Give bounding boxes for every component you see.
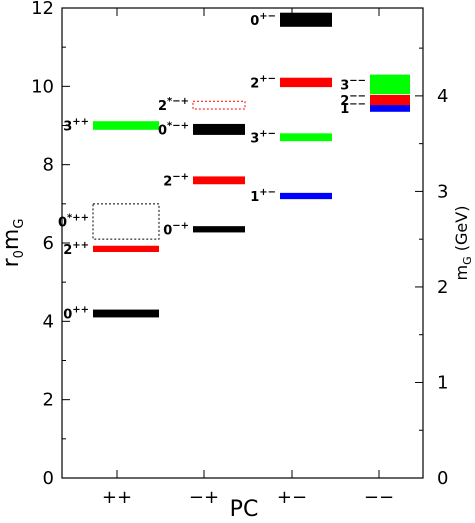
state-bar	[280, 12, 332, 27]
x-axis-title: PC	[230, 497, 259, 522]
category-tick-label: −−	[364, 487, 394, 508]
left-tick-label: 0	[43, 468, 54, 489]
state-bar	[280, 133, 332, 142]
state-label: 2−−	[340, 91, 366, 109]
tick-marks	[62, 7, 423, 479]
state-label: 2++	[63, 240, 89, 258]
state-bar	[193, 226, 245, 233]
right-tick-label: 1	[437, 372, 448, 393]
state-bar	[93, 309, 159, 318]
category-tick-label: −+	[189, 487, 219, 508]
state-label: 2+−	[250, 73, 276, 91]
left-axis-tick-labels: 0 2 4 6 8 10 12	[31, 0, 54, 489]
right-axis-tick-labels: 0 1 2 3 4	[437, 86, 448, 489]
state-label: 0*−+	[158, 120, 189, 138]
state-label: 3+−	[250, 128, 276, 146]
state-bar	[370, 94, 410, 106]
state-label: 2*−+	[158, 96, 189, 114]
state-bar	[93, 245, 159, 253]
state-label: 0++	[63, 305, 89, 323]
left-tick-label: 4	[43, 311, 54, 332]
right-tick-label: 4	[437, 86, 448, 107]
state-bars	[92, 12, 410, 318]
state-bar	[192, 100, 246, 110]
left-tick-label: 6	[43, 233, 54, 254]
state-bar	[370, 103, 410, 112]
plot-frame	[61, 7, 424, 479]
state-label: 0*++	[58, 212, 89, 230]
state-bar	[370, 74, 410, 95]
state-labels: 0++ 2++ 0*++ 3++ 0−+ 2−+ 0*−+ 2*−+ 1+− 3+− 2+− 0+− 1…	[58, 11, 366, 323]
y-axis-title-left: r0mG	[0, 219, 27, 268]
left-tick-label: 8	[43, 155, 54, 176]
left-tick-label: 2	[43, 390, 54, 411]
category-tick-labels: ++ −+ +− −−	[102, 487, 394, 508]
state-label: 2−+	[163, 171, 189, 189]
state-label: 3−−	[340, 75, 366, 93]
state-bar	[92, 203, 160, 240]
state-label: 3++	[63, 117, 89, 135]
state-label: 1−−	[340, 99, 366, 117]
y-axis-title-right: mG (GeV)	[452, 206, 474, 281]
left-tick-label: 10	[31, 76, 54, 97]
right-tick-label: 3	[437, 181, 448, 202]
category-tick-label: +−	[277, 487, 307, 508]
left-tick-label: 12	[31, 0, 54, 19]
state-label: 0+−	[250, 11, 276, 29]
state-label: 0−+	[163, 220, 189, 238]
category-tick-label: ++	[102, 487, 132, 508]
state-bar	[280, 77, 332, 88]
right-tick-label: 2	[437, 277, 448, 298]
state-bar	[280, 192, 332, 200]
state-bar	[93, 121, 159, 130]
state-bar	[193, 123, 245, 135]
state-label: 1+−	[250, 187, 276, 205]
right-tick-label: 0	[437, 468, 448, 489]
state-bar	[193, 176, 245, 185]
